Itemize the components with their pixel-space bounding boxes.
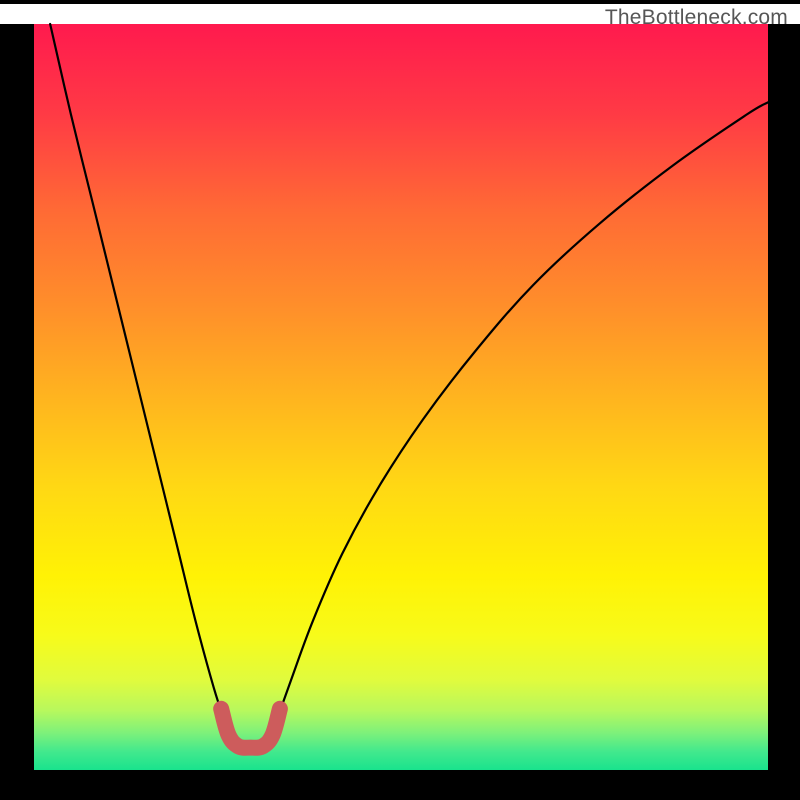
plot-svg (0, 0, 800, 800)
frame-bottom (0, 770, 800, 800)
frame-right (768, 24, 800, 800)
frame-top (0, 0, 800, 4)
watermark-text: TheBottleneck.com (605, 6, 788, 30)
chart-container: TheBottleneck.com (0, 0, 800, 800)
plot-background (34, 24, 768, 770)
frame-left (0, 24, 34, 800)
